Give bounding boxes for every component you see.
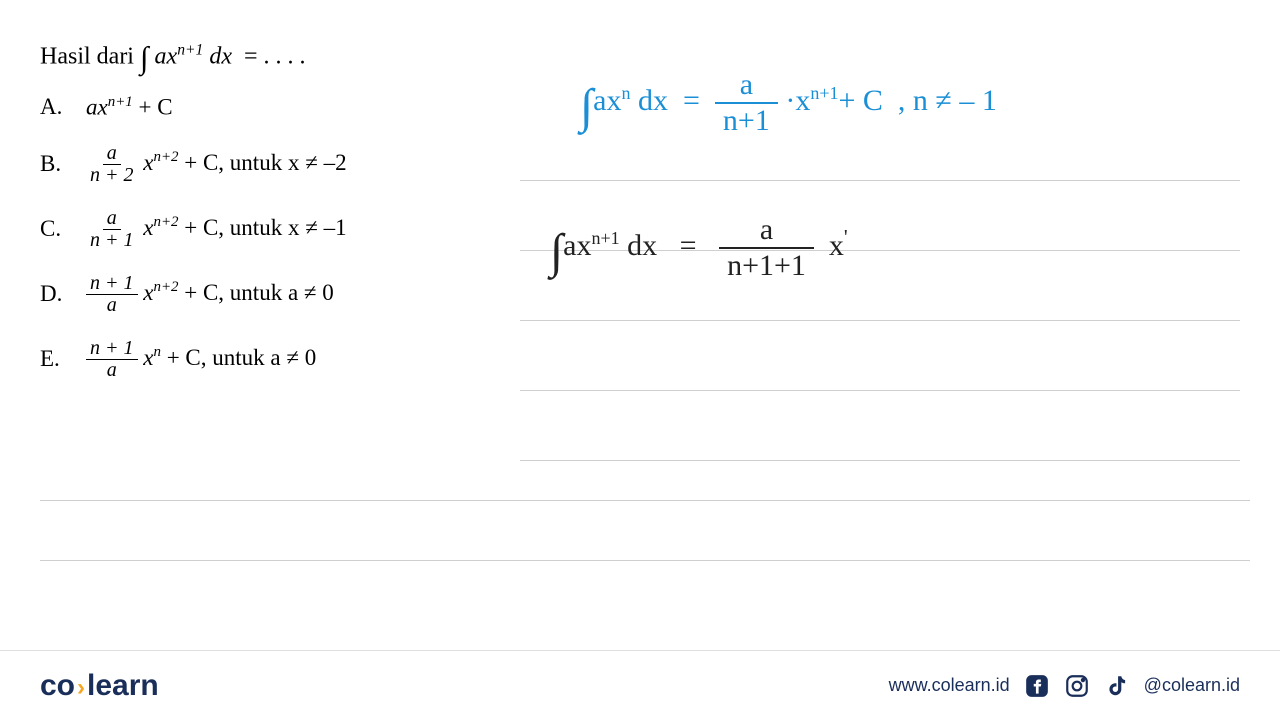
wb-int: ∫ [550,224,563,279]
option-B: B. a n + 2 xn+2 + C, untuk x ≠ –2 [40,143,480,186]
logo-co: co [40,669,75,702]
fb-c: + C [838,84,882,117]
formula-blue: ∫axn dx = a n+1 ·xn+1+ C , n ≠ – 1 [580,70,997,136]
options-list: A. axn+1 + C B. a n + 2 xn+2 + C, untuk … [40,94,480,381]
wb-eq: = [680,229,697,262]
optB-exp: n+2 [153,149,178,165]
option-C: C. a n + 1 xn+2 + C, untuk x ≠ –1 [40,208,480,251]
wb-dx: dx [627,229,657,262]
footer-handle: @colearn.id [1144,675,1240,696]
optD-base: x [143,279,153,304]
optB-label: B. [40,151,68,177]
wb-x: x [829,229,844,262]
question-text: Hasil dari ∫ axn+1 dx = . . . . [40,40,480,76]
optE-base: x [143,344,153,369]
logo-learn: learn [87,669,159,702]
optD-label: D. [40,281,68,307]
optA-label: A. [40,94,68,120]
optB-num: a [103,143,121,165]
optE-den: a [103,360,121,381]
fb-a: ax [593,84,621,117]
optB-tail: + C, untuk x ≠ –2 [184,149,346,174]
bottom-ruled-lines [40,500,1250,620]
tiktok-icon [1104,673,1130,699]
fb-eq: = [683,84,700,117]
fb-dot: · [785,84,795,117]
logo-accent-icon: › [77,674,85,701]
optC-exp: n+2 [153,214,178,230]
optA-exp: n+1 [108,94,133,110]
option-D: D. n + 1 a xn+2 + C, untuk a ≠ 0 [40,273,480,316]
optD-tail: + C, untuk a ≠ 0 [184,279,334,304]
optE-num: n + 1 [86,338,138,360]
wb-num: a [752,215,781,247]
optE-tail: + C, untuk a ≠ 0 [167,344,317,369]
q-suffix: = . . . . [244,43,306,69]
q-integral: ∫ [140,40,149,75]
q-exp: n+1 [177,41,203,58]
work-black: ∫axn+1 dx = a n+1+1 x' [550,215,848,281]
fb-dx: dx [638,84,668,117]
wb-prime: ' [844,225,848,249]
fb-xexp: n+1 [810,83,838,103]
optD-den: a [103,295,121,316]
optB-den: n + 2 [86,165,138,186]
optC-label: C. [40,216,68,242]
footer-bar: co›learn www.colearn.id @colearn.id [0,650,1280,720]
fb-exp: n [621,83,630,103]
wb-exp: n+1 [591,228,619,248]
instagram-icon [1064,673,1090,699]
optE-exp: n [153,344,160,360]
optA-tail: + C [139,95,173,120]
optA-base: ax [86,95,108,120]
footer-url: www.colearn.id [889,675,1010,696]
optD-exp: n+2 [153,279,178,295]
optC-num: a [103,208,121,230]
q-prefix: Hasil dari [40,43,134,69]
wb-a: ax [563,229,591,262]
facebook-icon [1024,673,1050,699]
optC-den: n + 1 [86,230,138,251]
fb-int: ∫ [580,79,593,134]
fb-num: a [732,70,761,102]
optE-label: E. [40,346,68,372]
q-base: ax [155,43,178,69]
optD-num: n + 1 [86,273,138,295]
wb-den: n+1+1 [719,249,814,281]
optC-base: x [143,214,153,239]
q-dx: dx [209,43,232,69]
option-E: E. n + 1 a xn + C, untuk a ≠ 0 [40,338,480,381]
optC-tail: + C, untuk x ≠ –1 [184,214,346,239]
brand-logo: co›learn [40,669,159,703]
optB-base: x [143,149,153,174]
fb-x: x [795,84,810,117]
fb-cond: , n ≠ – 1 [898,84,997,117]
option-A: A. axn+1 + C [40,94,480,121]
footer-right: www.colearn.id @colearn.id [889,673,1240,699]
question-column: Hasil dari ∫ axn+1 dx = . . . . A. axn+1… [40,40,480,403]
work-column: ∫axn dx = a n+1 ·xn+1+ C , n ≠ – 1 ∫axn+… [520,40,1240,403]
fb-den: n+1 [715,104,778,136]
